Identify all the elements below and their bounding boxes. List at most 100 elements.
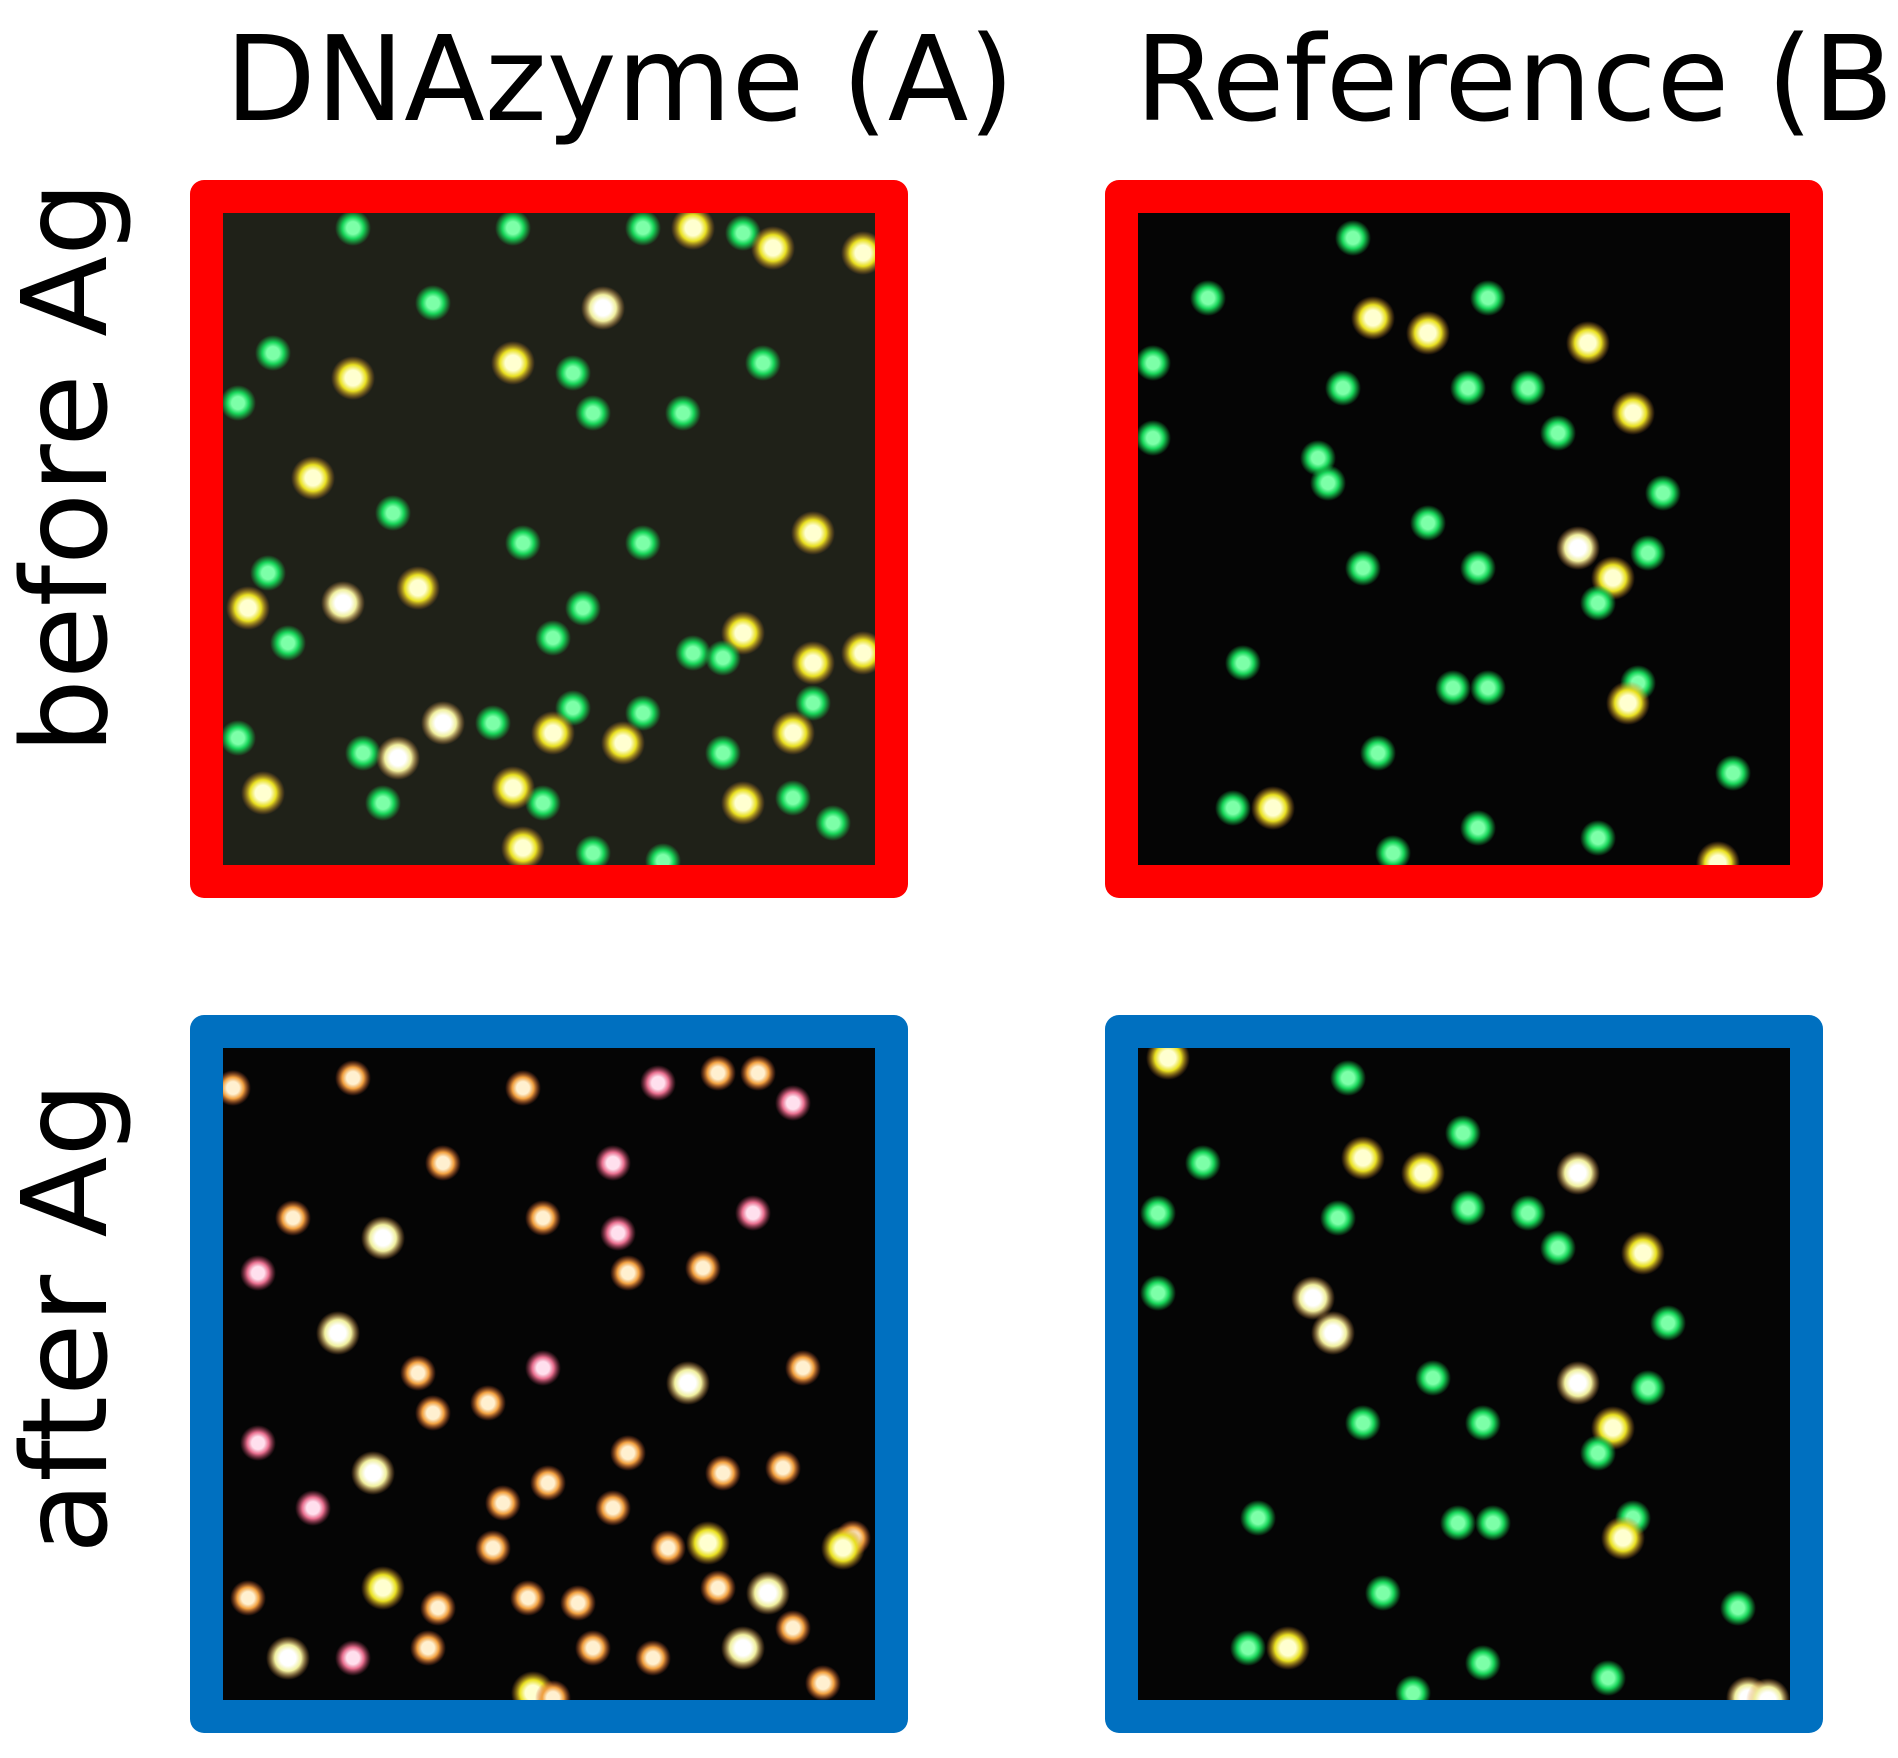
particle-dot [1460, 810, 1496, 846]
particle-dot [415, 285, 451, 321]
particle-dot [345, 735, 381, 771]
particle-dot [505, 1070, 541, 1106]
particle-dot [675, 635, 711, 671]
particle-dot [255, 335, 291, 371]
particle-dot [1465, 1645, 1501, 1681]
particle-dot [485, 1485, 521, 1521]
particle-dot [1375, 835, 1411, 865]
particle-dot [1330, 1060, 1366, 1096]
particle-dot [475, 1530, 511, 1566]
particle-dot [1401, 1151, 1445, 1195]
column-title-reference: Reference (B) [1135, 10, 1898, 148]
particle-dot [600, 1215, 636, 1251]
particle-dot [1601, 1516, 1645, 1560]
particle-dot [1360, 735, 1396, 771]
particle-dot [610, 1435, 646, 1471]
particle-dot [705, 1455, 741, 1491]
particle-dot [470, 1385, 506, 1421]
particle-dot [721, 781, 765, 825]
particle-dot [635, 1640, 671, 1676]
particle-dot [425, 1145, 461, 1181]
particle-dot [321, 581, 365, 625]
particle-dot [1415, 1360, 1451, 1396]
particle-dot [1190, 280, 1226, 316]
particle-dot [575, 1630, 611, 1666]
particle-dot [1621, 1231, 1665, 1275]
particle-dot [295, 1490, 331, 1526]
particle-dot [740, 1055, 776, 1091]
column-title-dnazyme: DNAzyme (A) [225, 10, 1015, 148]
particle-dot [1345, 550, 1381, 586]
particle-dot [525, 1200, 561, 1236]
particle-dot [625, 525, 661, 561]
particle-dot [421, 701, 465, 745]
particle-dot [223, 1070, 251, 1106]
particle-dot [491, 766, 535, 810]
particle-dot [400, 1355, 436, 1391]
particle-dot [361, 1566, 405, 1610]
particle-dot [821, 1526, 865, 1570]
particle-dot [365, 785, 401, 821]
panel-dnazyme-after [190, 1015, 908, 1733]
particle-dot [575, 835, 611, 865]
particle-dot [1580, 585, 1616, 621]
particle-dot [535, 1680, 571, 1700]
particle-dot [505, 525, 541, 561]
particle-dot [575, 395, 611, 431]
particle-dot [1645, 475, 1681, 511]
particle-dot [1720, 1590, 1756, 1626]
particle-dot [1215, 790, 1251, 826]
particle-dot [530, 1465, 566, 1501]
particle-dot [685, 1250, 721, 1286]
particle-dot [535, 620, 571, 656]
particle-dot [1450, 1190, 1486, 1226]
micrograph-reference-before [1138, 213, 1790, 865]
particle-dot [1266, 1626, 1310, 1670]
particle-dot [240, 1425, 276, 1461]
particle-dot [531, 711, 575, 755]
particle-dot [1185, 1145, 1221, 1181]
particle-dot [495, 213, 531, 246]
particle-dot [1435, 670, 1471, 706]
particle-dot [791, 511, 835, 555]
particle-dot [1556, 1151, 1600, 1195]
particle-dot [491, 341, 535, 385]
particle-dot [1138, 420, 1171, 456]
particle-dot [1746, 1678, 1790, 1700]
particle-dot [1341, 1136, 1385, 1180]
micrograph-dnazyme-before [223, 213, 875, 865]
particle-dot [331, 356, 375, 400]
particle-dot [746, 1571, 790, 1615]
particle-dot [525, 1350, 561, 1386]
micrograph-background [1138, 213, 1790, 865]
particle-dot [335, 1640, 371, 1676]
particle-dot [1230, 1630, 1266, 1666]
particle-dot [1556, 526, 1600, 570]
particle-dot [1351, 296, 1395, 340]
particle-dot [1475, 1505, 1511, 1541]
micrograph-background [1138, 1048, 1790, 1700]
particle-dot [510, 1580, 546, 1616]
particle-dot [751, 226, 795, 270]
particle-dot [1566, 321, 1610, 365]
particle-dot [785, 1350, 821, 1386]
particle-dot [1470, 670, 1506, 706]
particle-dot [1138, 345, 1171, 381]
particle-dot [1696, 841, 1740, 865]
particle-dot [640, 1065, 676, 1101]
particle-dot [795, 685, 831, 721]
panel-reference-before [1105, 180, 1823, 898]
particle-dot [1556, 1361, 1600, 1405]
particle-dot [735, 1195, 771, 1231]
panel-dnazyme-before [190, 180, 908, 898]
particle-dot [745, 345, 781, 381]
particle-dot [671, 213, 715, 250]
particle-dot [351, 1451, 395, 1495]
particle-dot [841, 231, 875, 275]
particle-dot [1510, 1195, 1546, 1231]
particle-dot [230, 1580, 266, 1616]
particle-dot [1590, 1660, 1626, 1696]
particle-dot [415, 1395, 451, 1431]
particle-dot [666, 1361, 710, 1405]
particle-dot [1470, 280, 1506, 316]
